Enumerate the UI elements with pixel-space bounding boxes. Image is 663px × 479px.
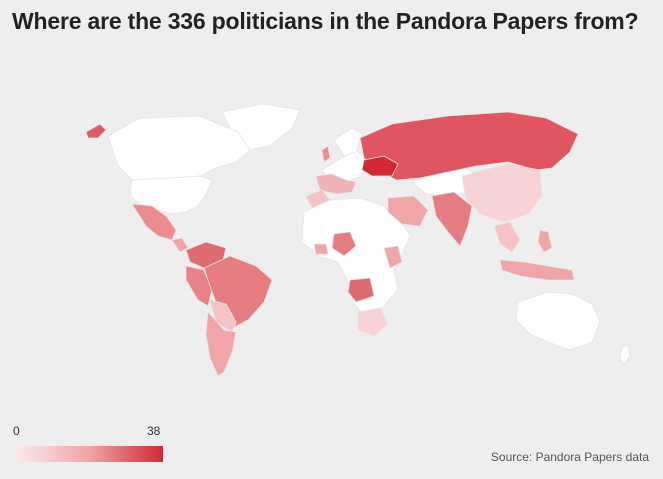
- region-mexico[interactable]: [131, 203, 177, 241]
- region-nigeria[interactable]: [331, 231, 357, 257]
- region-scandinavia[interactable]: [333, 127, 363, 157]
- region-bolivia-paraguay[interactable]: [209, 299, 237, 333]
- region-central-america[interactable]: [171, 237, 189, 253]
- region-canada[interactable]: [107, 115, 251, 181]
- region-ecuador-peru[interactable]: [185, 265, 213, 307]
- source-note: Source: Pandora Papers data: [490, 450, 649, 464]
- region-alaska[interactable]: [85, 123, 107, 139]
- region-south-africa[interactable]: [357, 307, 389, 337]
- region-angola[interactable]: [347, 277, 375, 303]
- legend-max-label: 38: [147, 424, 161, 438]
- region-uk[interactable]: [321, 145, 331, 163]
- region-argentina-chile[interactable]: [205, 311, 237, 377]
- region-new-zealand[interactable]: [619, 343, 631, 365]
- region-australia[interactable]: [515, 291, 601, 351]
- region-brazil[interactable]: [203, 255, 273, 329]
- region-philippines[interactable]: [537, 229, 553, 253]
- region-southeast-asia[interactable]: [493, 221, 521, 253]
- region-indonesia-malaysia[interactable]: [499, 259, 575, 281]
- region-ukraine[interactable]: [361, 155, 399, 177]
- region-kenya-east[interactable]: [383, 245, 403, 269]
- region-middle-east[interactable]: [387, 195, 429, 227]
- map-title: Where are the 336 politicians in the Pan…: [12, 8, 639, 34]
- region-africa-other[interactable]: [301, 197, 411, 319]
- region-morocco[interactable]: [305, 189, 331, 209]
- region-west-africa[interactable]: [313, 243, 329, 255]
- region-china[interactable]: [461, 163, 543, 223]
- region-india-pakistan[interactable]: [431, 191, 473, 247]
- legend-min-label: 0: [13, 424, 20, 438]
- region-united-states[interactable]: [129, 175, 213, 215]
- legend-color-scale: [14, 446, 163, 462]
